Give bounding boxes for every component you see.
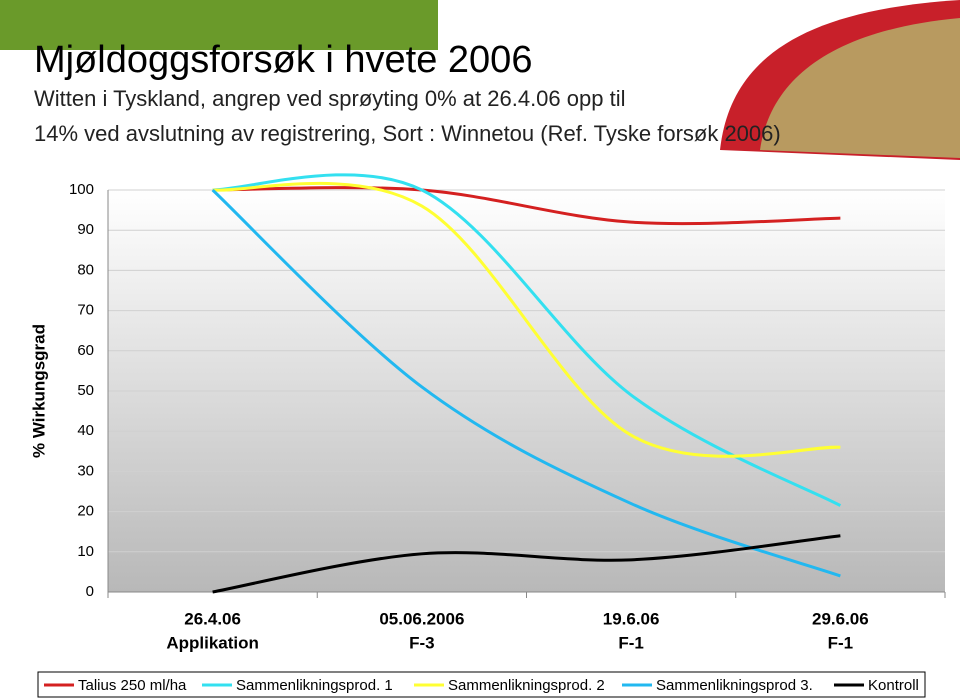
- header-bar: [0, 0, 438, 50]
- y-tick-label: 90: [77, 221, 94, 238]
- y-tick-label: 20: [77, 503, 94, 520]
- x-tick-sublabel: F-1: [618, 633, 644, 652]
- legend-label: Sammenlikningsprod 3.: [656, 677, 813, 694]
- x-tick-label: 29.6.06: [812, 609, 869, 628]
- y-axis-label: % Wirkungsgrad: [29, 324, 48, 458]
- x-tick-sublabel: F-3: [409, 633, 435, 652]
- x-tick-label: 26.4.06: [184, 609, 241, 628]
- x-tick-label: 19.6.06: [603, 609, 660, 628]
- subtitle: Witten i Tyskland, angrep ved sprøyting …: [34, 86, 625, 111]
- x-tick-sublabel: Applikation: [166, 633, 259, 652]
- legend-label: Talius 250 ml/ha: [78, 677, 187, 694]
- series-line: [212, 182, 841, 458]
- y-tick-label: 50: [77, 382, 94, 399]
- y-tick-label: 40: [77, 422, 94, 439]
- y-tick-label: 10: [77, 543, 94, 560]
- title: Mjøldoggsforsøk i hvete 2006: [34, 39, 532, 81]
- legend-label: Sammenlikningsprod. 1: [236, 677, 393, 694]
- wheat-image: [760, 18, 960, 158]
- y-tick-label: 30: [77, 462, 94, 479]
- legend-label: Kontroll: [868, 677, 919, 694]
- y-tick-label: 70: [77, 302, 94, 319]
- y-tick-label: 100: [69, 181, 94, 198]
- legend: [37, 671, 926, 698]
- series-line: [212, 186, 841, 226]
- subtitle: 14% ved avslutning av registrering, Sort…: [34, 121, 781, 146]
- series-line: [212, 173, 842, 507]
- series-line: [211, 188, 841, 578]
- y-tick-label: 60: [77, 342, 94, 359]
- y-tick-label: 80: [77, 261, 94, 278]
- series-line: [212, 534, 841, 594]
- x-tick-label: 05.06.2006: [379, 609, 464, 628]
- y-tick-label: 0: [86, 583, 94, 600]
- legend-label: Sammenlikningsprod. 2: [448, 677, 605, 694]
- x-tick-sublabel: F-1: [828, 633, 854, 652]
